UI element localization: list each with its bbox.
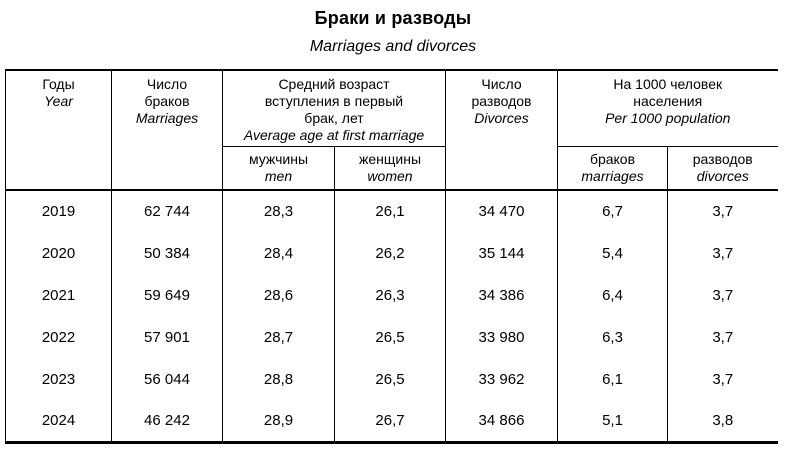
cell-divorces: 34 470 [445, 189, 558, 232]
cell-age-women: 26,3 [334, 274, 446, 316]
header-per1000-marriages-en: marriages [581, 167, 644, 184]
cell-marriages: 57 901 [111, 316, 223, 358]
cell-marriages: 50 384 [111, 232, 223, 274]
header-divorces: Число разводов Divorces [445, 70, 558, 190]
header-men-ru: мужчины [248, 150, 309, 167]
cell-divorces: 33 962 [445, 358, 558, 400]
cell-year: 2022 [5, 316, 112, 358]
header-avg-age-ru: Средний возраст вступления в первый брак… [264, 76, 404, 126]
cell-age-men: 28,6 [222, 274, 335, 316]
header-per1000-ru: На 1000 человек населения [613, 76, 723, 109]
cell-divorces: 35 144 [445, 232, 558, 274]
cell-divorces: 33 980 [445, 316, 558, 358]
header-row-2: мужчины men женщины women браков marriag… [6, 146, 778, 190]
cell-year: 2023 [5, 358, 112, 400]
cell-year: 2024 [5, 400, 112, 444]
header-women-ru: женщины [358, 150, 421, 167]
page-title: Браки и разводы [314, 8, 472, 28]
header-marriages: Число браков Marriages [111, 70, 223, 190]
header-women: женщины women [334, 146, 446, 190]
cell-marriages: 46 242 [111, 400, 223, 444]
cell-per1000-divorces: 3,7 [712, 286, 734, 304]
header-year-ru: Годы [42, 76, 75, 92]
cell-per1000-marriages: 6,1 [557, 358, 668, 400]
table-body: 2019 62 744 28,3 26,1 34 470 6,7 3,7 202… [5, 189, 778, 444]
header-year-en: Year [44, 93, 73, 109]
cell-per1000-marriages: 5,4 [557, 232, 668, 274]
header-women-en: women [367, 167, 413, 184]
header-men: мужчины men [222, 146, 335, 190]
header-avg-age-en: Average age at first marriage [243, 127, 425, 143]
cell-age-men: 28,9 [222, 400, 335, 444]
marriages-divorces-table: Годы Year Число браков Marriages Средний… [5, 69, 778, 444]
cell-age-women: 26,5 [334, 358, 446, 400]
cell-marriages: 62 744 [111, 189, 223, 232]
cell-age-men: 28,3 [222, 189, 335, 232]
cell-age-men: 28,7 [222, 316, 335, 358]
cell-marriages: 56 044 [111, 358, 223, 400]
cell-year: 2019 [5, 189, 112, 232]
table-row: 2020 50 384 28,4 26,2 35 144 5,4 3,7 [5, 232, 778, 274]
cell-age-women: 26,2 [334, 232, 446, 274]
header-divorces-ru: Число разводов [471, 76, 532, 109]
header-row-1: Годы Year Число браков Marriages Средний… [5, 70, 778, 190]
table-row: 2024 46 242 28,9 26,7 34 866 5,1 3,8 [5, 400, 778, 444]
header-per1000-divorces: разводов divorces [668, 146, 778, 190]
cell-per1000-marriages: 6,4 [557, 274, 668, 316]
page-subtitle: Marriages and divorces [309, 38, 477, 55]
cell-age-women: 26,1 [334, 189, 446, 232]
table-row: 2021 59 649 28,6 26,3 34 386 6,4 3,7 [5, 274, 778, 316]
cell-year: 2020 [5, 232, 112, 274]
cell-per1000-divorces: 3,7 [712, 370, 734, 388]
header-per1000-marriages: браков marriages [557, 146, 668, 190]
cell-age-women: 26,5 [334, 316, 446, 358]
cell-per1000-divorces: 3,7 [667, 189, 778, 232]
cell-per1000-divorces: 3,7 [712, 244, 734, 262]
header-marriages-ru: Число браков [144, 76, 190, 109]
table-row: 2023 56 044 28,8 26,5 33 962 6,1 3,7 [5, 358, 778, 400]
cell-per1000-marriages: 5,1 [557, 400, 668, 444]
header-year: Годы Year [5, 70, 112, 190]
header-per1000-group: На 1000 человек населения Per 1000 popul… [557, 70, 778, 147]
cell-age-men: 28,4 [222, 232, 335, 274]
cell-year: 2021 [5, 274, 112, 316]
header-per1000-en: Per 1000 population [605, 110, 731, 126]
cell-divorces: 34 866 [445, 400, 558, 444]
header-men-en: men [264, 167, 293, 184]
table-row: 2022 57 901 28,7 26,5 33 980 6,3 3,7 [5, 316, 778, 358]
cell-marriages: 59 649 [111, 274, 223, 316]
header-avg-age-group: Средний возраст вступления в первый брак… [222, 70, 446, 147]
header-marriages-en: Marriages [135, 110, 199, 126]
cell-divorces: 34 386 [445, 274, 558, 316]
header-divorces-en: Divorces [474, 110, 529, 126]
cell-per1000-marriages: 6,3 [557, 316, 668, 358]
cell-per1000-marriages: 6,7 [557, 189, 668, 232]
header-per1000-divorces-ru: разводов [692, 150, 753, 167]
cell-per1000-divorces: 3,7 [712, 328, 734, 346]
header-per1000-marriages-ru: браков [589, 150, 636, 167]
header-per1000-divorces-en: divorces [696, 167, 749, 184]
cell-age-women: 26,7 [334, 400, 446, 444]
cell-per1000-divorces: 3,8 [667, 400, 778, 444]
table-row: 2019 62 744 28,3 26,1 34 470 6,7 3,7 [5, 189, 778, 232]
table-header: Годы Year Число браков Marriages Средний… [5, 70, 778, 190]
cell-age-men: 28,8 [222, 358, 335, 400]
